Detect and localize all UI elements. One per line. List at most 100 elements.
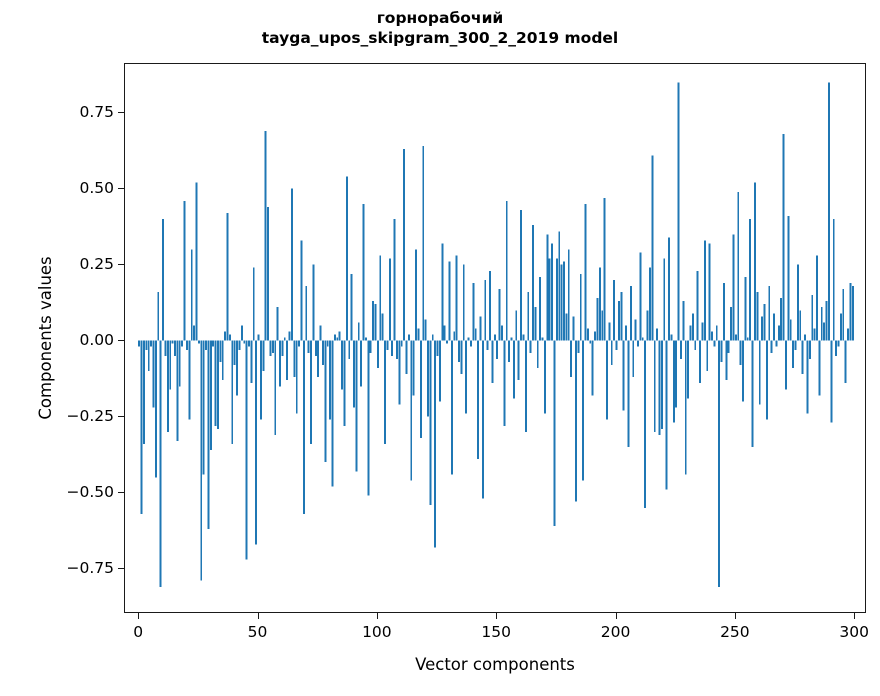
bar (257, 334, 260, 341)
bar (446, 340, 449, 344)
bar (849, 282, 852, 341)
bar (360, 340, 363, 387)
bar (169, 340, 172, 390)
bar (813, 328, 816, 341)
bar (415, 249, 418, 341)
bar (594, 331, 596, 341)
bar (682, 301, 685, 341)
bar (386, 340, 389, 350)
bar (753, 182, 756, 341)
y-tick-mark (118, 111, 124, 113)
bar (150, 340, 153, 347)
bar (379, 255, 382, 341)
bar (847, 328, 849, 341)
bar (596, 298, 599, 341)
bar (503, 340, 506, 426)
bar (785, 340, 787, 390)
x-tick-mark (138, 613, 140, 619)
plot-area (124, 63, 866, 613)
bar (164, 340, 167, 356)
bar (417, 328, 420, 341)
bar (825, 301, 828, 341)
bar (708, 243, 711, 341)
bar (730, 307, 733, 341)
bar (214, 340, 217, 426)
bar (176, 340, 179, 441)
bar (477, 340, 480, 460)
bar (558, 231, 561, 341)
bar (267, 206, 270, 341)
bar (219, 340, 222, 362)
bar (472, 282, 475, 341)
bar (322, 340, 324, 365)
bar (236, 340, 239, 396)
bar (510, 337, 513, 341)
x-tick-mark (854, 613, 856, 619)
bar (601, 310, 604, 341)
bar (751, 340, 754, 448)
bar (529, 340, 532, 353)
bar (217, 340, 219, 429)
y-tick-label: 0.00 (79, 330, 114, 349)
bar (138, 340, 141, 347)
bar (348, 340, 351, 359)
bar (195, 182, 198, 341)
bar (252, 267, 255, 341)
bar (677, 82, 680, 341)
bar (703, 240, 706, 341)
bar (517, 340, 520, 381)
bar (627, 340, 630, 448)
bar (190, 249, 193, 341)
y-tick-label: −0.75 (66, 558, 115, 577)
bar (403, 149, 406, 341)
bar (570, 340, 573, 378)
bar (286, 340, 289, 381)
bar (324, 340, 327, 463)
bar (711, 331, 713, 341)
bar (501, 325, 503, 341)
bar (565, 313, 568, 341)
bar (701, 322, 704, 341)
bar (305, 285, 308, 341)
bar (620, 292, 623, 341)
bar (474, 328, 477, 341)
bar (178, 340, 181, 387)
bar (481, 340, 484, 499)
bar (283, 337, 286, 341)
bar (183, 200, 186, 341)
bar (687, 340, 690, 399)
bar (832, 219, 835, 341)
x-tick-label: 50 (247, 623, 268, 641)
bar (615, 340, 618, 350)
bar (193, 325, 196, 341)
bar (680, 340, 682, 359)
bar (174, 340, 176, 356)
bar (782, 134, 785, 341)
x-tick-mark (376, 613, 378, 619)
x-tick-label: 0 (133, 623, 144, 641)
bar (314, 340, 317, 356)
bar (469, 340, 472, 347)
bar (572, 316, 575, 341)
bar (606, 340, 608, 420)
bar (388, 258, 391, 341)
bar (434, 340, 437, 548)
bar (775, 340, 778, 347)
bar (737, 191, 740, 341)
y-tick-mark (118, 187, 124, 189)
bar (589, 340, 592, 344)
bar (634, 319, 637, 341)
bar (197, 340, 200, 344)
bar (842, 289, 845, 341)
bar (816, 255, 818, 341)
bar (436, 340, 439, 356)
bar (264, 131, 267, 341)
bar (224, 331, 227, 341)
bar (405, 340, 408, 375)
bar (364, 337, 367, 341)
bar (663, 258, 666, 341)
bar (441, 243, 444, 341)
bar (419, 340, 422, 438)
bar (407, 334, 410, 341)
bar (749, 219, 752, 341)
